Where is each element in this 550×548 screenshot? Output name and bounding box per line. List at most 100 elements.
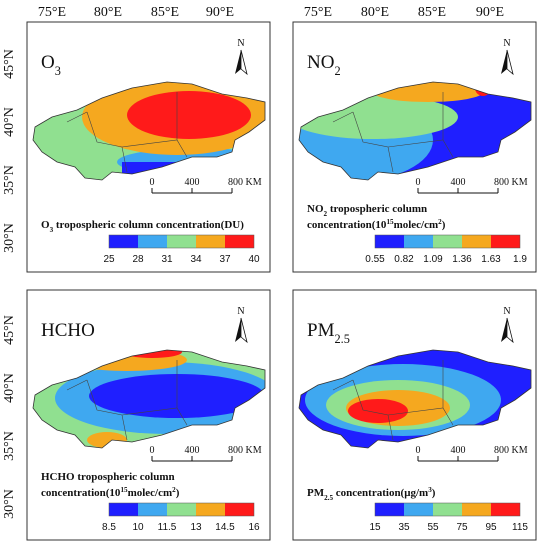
legend-tick-label: 55	[427, 522, 439, 533]
text-run: PM	[307, 320, 335, 341]
script-text: 2	[334, 64, 340, 78]
legend-tick-label: 16	[248, 522, 260, 533]
region-boundary	[66, 92, 188, 173]
north-label: N	[237, 38, 244, 49]
scale-label: 800 KM	[228, 177, 262, 188]
script-text: 15	[386, 218, 394, 226]
legend-swatch	[138, 235, 167, 248]
north-label: N	[237, 306, 244, 317]
legend-title: O3 tropospheric column concentration(DU)	[41, 219, 244, 234]
legend-swatch	[109, 503, 138, 516]
legend-tick-label: 40	[248, 254, 260, 265]
north-arrow	[235, 50, 241, 74]
text-run: tropospheric column concentration(DU)	[53, 219, 244, 231]
scale-label: 0	[150, 177, 155, 188]
legend-title: PM2.5 concentration(μg/m3)	[307, 486, 436, 502]
panel-title: NO2	[307, 52, 341, 78]
legend-tick-label: 15	[369, 522, 381, 533]
legend-tick-label: 13	[190, 522, 202, 533]
longitude-label: 80°E	[361, 5, 389, 20]
text-run: PM	[307, 487, 325, 499]
legend-title: NO2 tropospheric column	[307, 203, 427, 218]
legend-swatch	[404, 503, 433, 516]
panel-title: O3	[41, 52, 61, 78]
map-zone	[348, 399, 408, 423]
legend-frame	[374, 502, 521, 517]
longitude-label: 85°E	[151, 5, 179, 20]
latitude-label: 35°N	[2, 431, 17, 461]
north-arrow	[501, 50, 507, 74]
legend-swatch	[167, 235, 196, 248]
legend-swatch	[225, 235, 254, 248]
longitude-label: 75°E	[38, 5, 66, 20]
scale-label: 0	[416, 177, 421, 188]
north-arrow	[240, 49, 248, 76]
legend-swatch	[462, 235, 491, 248]
legend-tick-label: 8.5	[102, 522, 116, 533]
legend-swatch	[433, 503, 462, 516]
text-run: concentration(10	[41, 487, 121, 499]
latitude-label: 40°N	[2, 373, 17, 403]
region-boundary	[66, 360, 188, 441]
north-arrow	[235, 318, 241, 342]
legend-swatch	[375, 503, 404, 516]
latitude-label: 40°N	[2, 107, 17, 137]
legend-swatch	[196, 503, 225, 516]
north-arrow	[506, 317, 514, 344]
map-outline	[32, 81, 266, 181]
panel-title: HCHO	[41, 320, 95, 341]
legend-tick-label: 31	[161, 254, 173, 265]
legend-tick-label: 25	[103, 254, 115, 265]
text-run: molec/cm	[128, 487, 173, 499]
latitude-label: 35°N	[2, 165, 17, 195]
legend-tick-label: 28	[132, 254, 144, 265]
scale-label: 400	[185, 177, 200, 188]
text-run: concentration(μg/m	[333, 487, 428, 499]
longitude-label: 75°E	[304, 5, 332, 20]
legend-tick-label: 0.55	[365, 254, 385, 265]
legend-tick-label: 1.36	[452, 254, 472, 265]
legend-tick-label: 37	[219, 254, 231, 265]
longitude-label: 80°E	[94, 5, 122, 20]
legend-title: HCHO tropospheric column	[41, 471, 175, 483]
script-text: 2.5	[324, 494, 333, 502]
text-run: NO	[307, 203, 324, 215]
text-run: HCHO	[41, 320, 95, 341]
scale-label: 0	[150, 445, 155, 456]
map-zone	[127, 91, 251, 139]
panel-title: PM2.5	[307, 320, 350, 346]
map-outline	[32, 349, 266, 449]
legend-swatch	[491, 503, 520, 516]
map-outline	[298, 349, 532, 449]
scale-label: 400	[451, 177, 466, 188]
longitude-label: 90°E	[476, 5, 504, 20]
legend-swatch	[167, 503, 196, 516]
text-run: NO	[307, 52, 334, 73]
region-boundary	[332, 92, 454, 173]
legend-tick-label: 1.9	[513, 254, 527, 265]
legend-swatch	[225, 503, 254, 516]
script-text: 3	[428, 486, 432, 494]
scale-label: 0	[416, 445, 421, 456]
script-text: 2	[172, 486, 176, 494]
text-run: O	[41, 52, 55, 73]
north-arrow	[506, 49, 514, 76]
legend-tick-label: 10	[132, 522, 144, 533]
legend-tick-label: 35	[398, 522, 410, 533]
legend-tick-label: 14.5	[215, 522, 235, 533]
script-text: 2	[324, 210, 328, 218]
legend-swatch	[433, 235, 462, 248]
latitude-label: 30°N	[2, 489, 17, 519]
latitude-label: 30°N	[2, 223, 17, 253]
legend-tick-label: 11.5	[158, 522, 177, 533]
legend-tick-label: 115	[512, 522, 528, 533]
script-text: 2	[438, 218, 442, 226]
map-outline	[298, 81, 532, 181]
script-text: 3	[50, 226, 54, 234]
region-boundary	[332, 360, 454, 441]
script-text: 3	[55, 64, 61, 78]
legend-tick-label: 75	[456, 522, 468, 533]
